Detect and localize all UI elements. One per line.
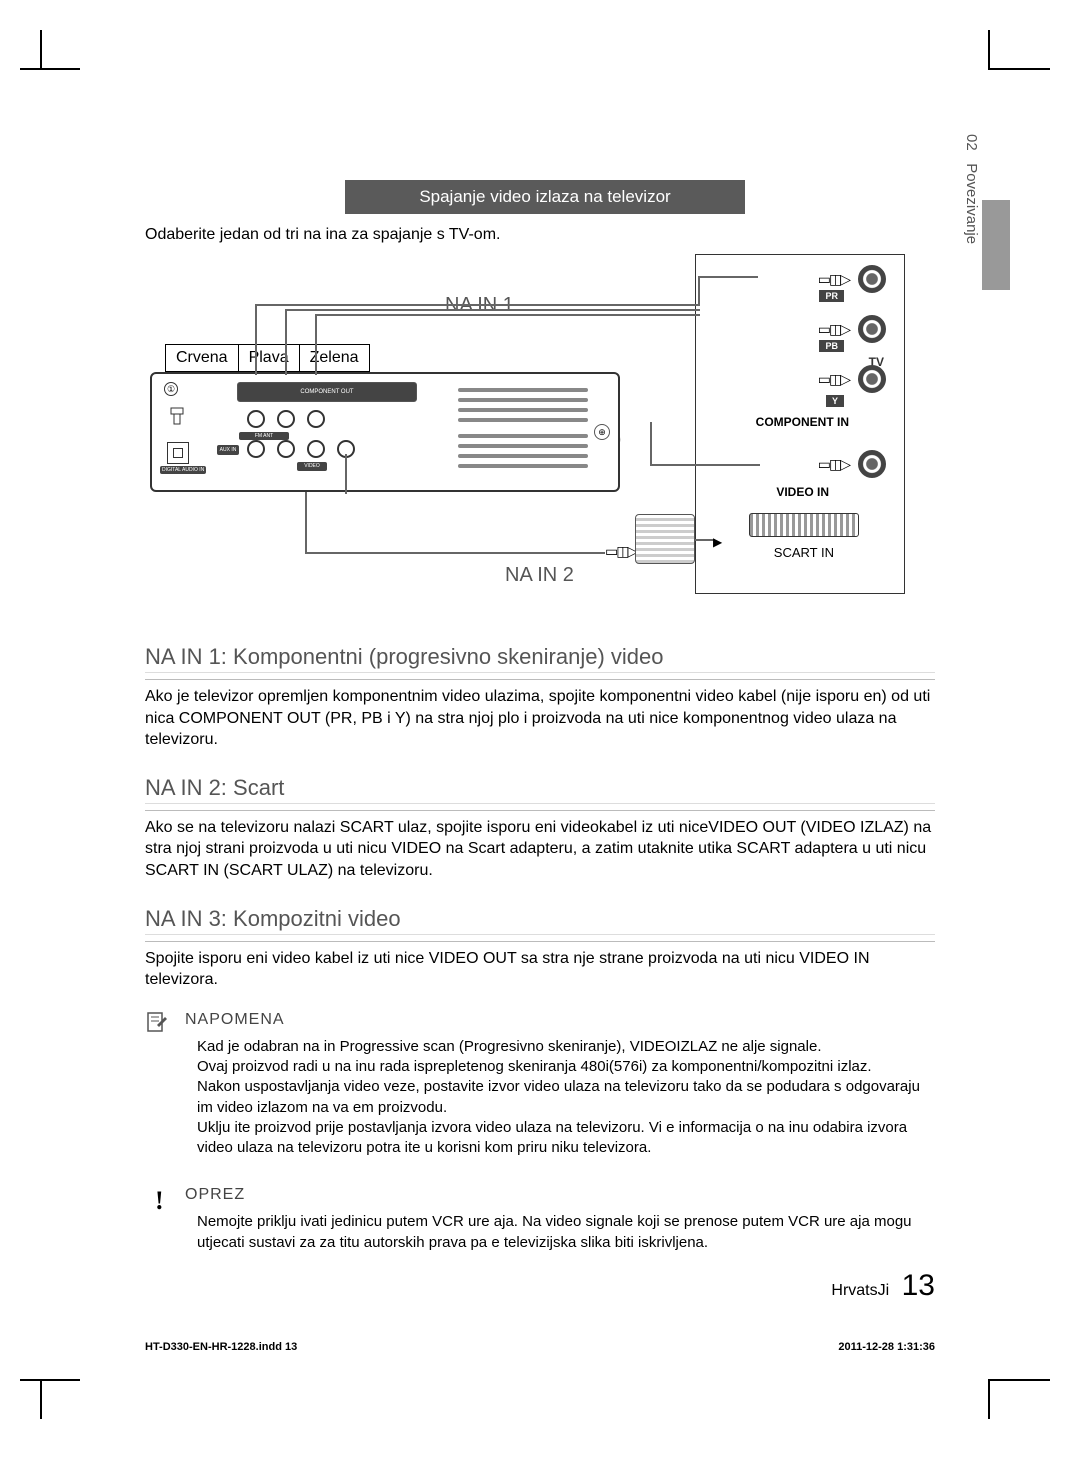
crop-mark bbox=[990, 1379, 1050, 1381]
jack-pb-label: PB bbox=[819, 340, 844, 352]
video-in-label: VIDEO IN bbox=[776, 485, 829, 499]
plug-icon: ▭◫▷ bbox=[818, 456, 849, 473]
note-body: Kad je odabran na in Progressive scan (P… bbox=[185, 1037, 935, 1159]
jack-pr-label: PR bbox=[819, 290, 844, 302]
footer-timestamp: 2011-12-28 1:31:36 bbox=[838, 1341, 935, 1353]
port-icon bbox=[277, 410, 295, 428]
scart-adapter-icon bbox=[635, 514, 695, 564]
footer-language: HrvatsJi bbox=[831, 1282, 889, 1299]
crop-mark bbox=[20, 68, 80, 70]
color-legend: Crvena Plava Zelena bbox=[165, 344, 370, 372]
scart-connector-icon bbox=[749, 513, 859, 537]
jack-y-label: Y bbox=[826, 395, 844, 407]
caution-block: ! OPREZ Nemojte priklju ivati jedinicu p… bbox=[145, 1186, 935, 1253]
method-2-label: NA IN 2 bbox=[505, 564, 574, 587]
fm-ant-label: FM ANT bbox=[239, 432, 289, 440]
method-2-body: Ako se na televizoru nalazi SCART ulaz, … bbox=[145, 817, 935, 882]
jack-y-icon bbox=[858, 365, 886, 393]
side-tab: 02 Povezivanje bbox=[955, 130, 980, 290]
connection-diagram: NA IN 1 NA IN 3 (isporu en) NA IN 2 Crve… bbox=[145, 254, 905, 614]
arrow-icon: ▶ bbox=[713, 535, 722, 549]
port-icon bbox=[307, 410, 325, 428]
port-icon bbox=[307, 440, 325, 458]
caution-icon: ! bbox=[155, 1186, 164, 1216]
port-icon bbox=[247, 410, 265, 428]
section-header: Spajanje video izlaza na televizor bbox=[345, 180, 745, 214]
digital-audio-label: DIGITAL AUDIO IN bbox=[160, 466, 206, 474]
chapter-number: 02 bbox=[963, 134, 980, 151]
note-icon bbox=[145, 1011, 167, 1033]
caution-title: OPREZ bbox=[185, 1186, 935, 1204]
plug-icon: ▭◫▷ bbox=[818, 271, 849, 288]
jack-video-icon bbox=[858, 450, 886, 478]
footer-page-number: 13 bbox=[902, 1269, 935, 1302]
plug-icon: ▭◫▷ bbox=[605, 543, 636, 560]
plug-icon: ▭◫▷ bbox=[818, 321, 849, 338]
port-icon bbox=[247, 440, 265, 458]
tv-panel: ▭◫▷ PR ▭◫▷ PB TV ▭◫▷ Y COMPONENT IN ▭◫▷ … bbox=[695, 254, 905, 594]
component-out-label: COMPONENT OUT bbox=[237, 382, 417, 402]
crop-mark bbox=[40, 30, 80, 70]
digital-audio-icon bbox=[167, 442, 189, 464]
method-1-heading: NA IN 1: Komponentni (progresivno skenir… bbox=[145, 644, 935, 680]
video-out-label: VIDEO bbox=[297, 462, 327, 471]
crop-mark bbox=[40, 1379, 42, 1419]
print-footer: HT-D330-EN-HR-1228.indd 13 2011-12-28 1:… bbox=[145, 1341, 935, 1353]
thumb-index bbox=[982, 200, 1010, 290]
note-block: NAPOMENA Kad je odabran na in Progressiv… bbox=[145, 1011, 935, 1159]
crop-mark bbox=[988, 1379, 990, 1419]
crop-mark bbox=[20, 1379, 80, 1381]
intro-text: Odaberite jedan od tri na ina za spajanj… bbox=[145, 226, 935, 244]
page-footer: HrvatsJi 13 bbox=[831, 1269, 935, 1303]
speaker-icon bbox=[167, 406, 187, 426]
method-3-body: Spojite isporu eni video kabel iz uti ni… bbox=[145, 948, 935, 991]
plug-icon: ▭◫▷ bbox=[818, 371, 849, 388]
color-green: Zelena bbox=[299, 344, 370, 372]
section-name: Povezivanje bbox=[963, 163, 980, 244]
crop-mark bbox=[990, 68, 1050, 70]
aux-in-label: AUX IN bbox=[217, 445, 239, 455]
caution-body: Nemojte priklju ivati jedinicu putem VCR… bbox=[185, 1212, 935, 1253]
component-in-label: COMPONENT IN bbox=[756, 415, 849, 429]
method-1-body: Ako je televizor opremljen komponentnim … bbox=[145, 686, 935, 751]
panel-number: ① bbox=[164, 382, 178, 396]
screw-hole-icon: ⊕ bbox=[594, 424, 610, 440]
port-icon bbox=[277, 440, 295, 458]
note-title: NAPOMENA bbox=[185, 1011, 935, 1029]
footer-filename: HT-D330-EN-HR-1228.indd 13 bbox=[145, 1341, 297, 1353]
color-red: Crvena bbox=[165, 344, 238, 372]
method-2-heading: NA IN 2: Scart bbox=[145, 775, 935, 811]
jack-pb-icon bbox=[858, 315, 886, 343]
method-3-heading: NA IN 3: Kompozitni video bbox=[145, 906, 935, 942]
jack-pr-icon bbox=[858, 265, 886, 293]
page-content: Spajanje video izlaza na televizor Odabe… bbox=[145, 130, 935, 1253]
scart-in-label: SCART IN bbox=[774, 545, 834, 560]
crop-mark bbox=[988, 30, 990, 70]
color-blue: Plava bbox=[238, 344, 299, 372]
device-rear-panel: ① COMPONENT OUT FM ANT AUX IN VIDEO DIGI… bbox=[150, 372, 620, 492]
